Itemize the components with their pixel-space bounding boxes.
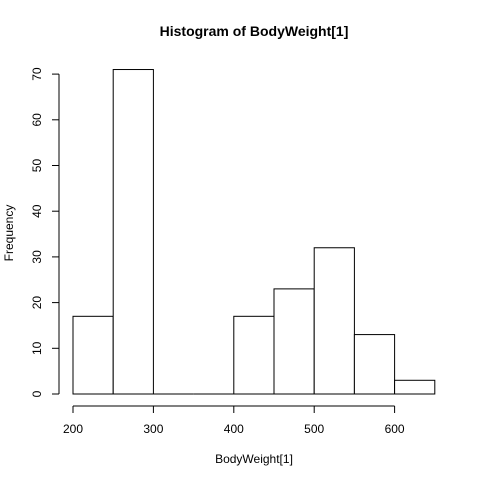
histogram-bar-500-550 bbox=[313, 247, 355, 395]
y-tick-label-20: 20 bbox=[30, 296, 44, 310]
bars-group bbox=[72, 69, 436, 395]
histogram-bar-250-300 bbox=[112, 69, 154, 395]
x-axis: 200 300 400 500 600 bbox=[63, 405, 405, 436]
x-axis-label: BodyWeight[1] bbox=[215, 452, 293, 466]
y-tick-label-50: 50 bbox=[30, 159, 44, 173]
y-tick-label-10: 10 bbox=[30, 341, 44, 355]
chart-title: Histogram of BodyWeight[1] bbox=[160, 23, 349, 39]
y-tick-label-60: 60 bbox=[30, 113, 44, 127]
x-tick-label-500: 500 bbox=[304, 422, 324, 436]
histogram-bar-600-650 bbox=[394, 379, 436, 395]
histogram-bar-400-450 bbox=[233, 315, 275, 395]
histogram-bar-550-600 bbox=[353, 334, 396, 395]
y-tick-label-0: 0 bbox=[30, 390, 44, 397]
x-tick-label-400: 400 bbox=[224, 422, 244, 436]
x-tick-label-300: 300 bbox=[143, 422, 163, 436]
y-tick-label-30: 30 bbox=[30, 250, 44, 264]
histogram-bar-200-250 bbox=[72, 315, 114, 395]
y-tick-label-70: 70 bbox=[30, 67, 44, 81]
histogram-bar-450-500 bbox=[273, 288, 315, 395]
x-tick-label-200: 200 bbox=[63, 422, 83, 436]
y-axis: 0 10 20 30 40 50 60 70 bbox=[30, 67, 60, 397]
x-tick-label-600: 600 bbox=[385, 422, 405, 436]
y-tick-label-40: 40 bbox=[30, 204, 44, 218]
y-axis-label: Frequency bbox=[2, 205, 16, 262]
